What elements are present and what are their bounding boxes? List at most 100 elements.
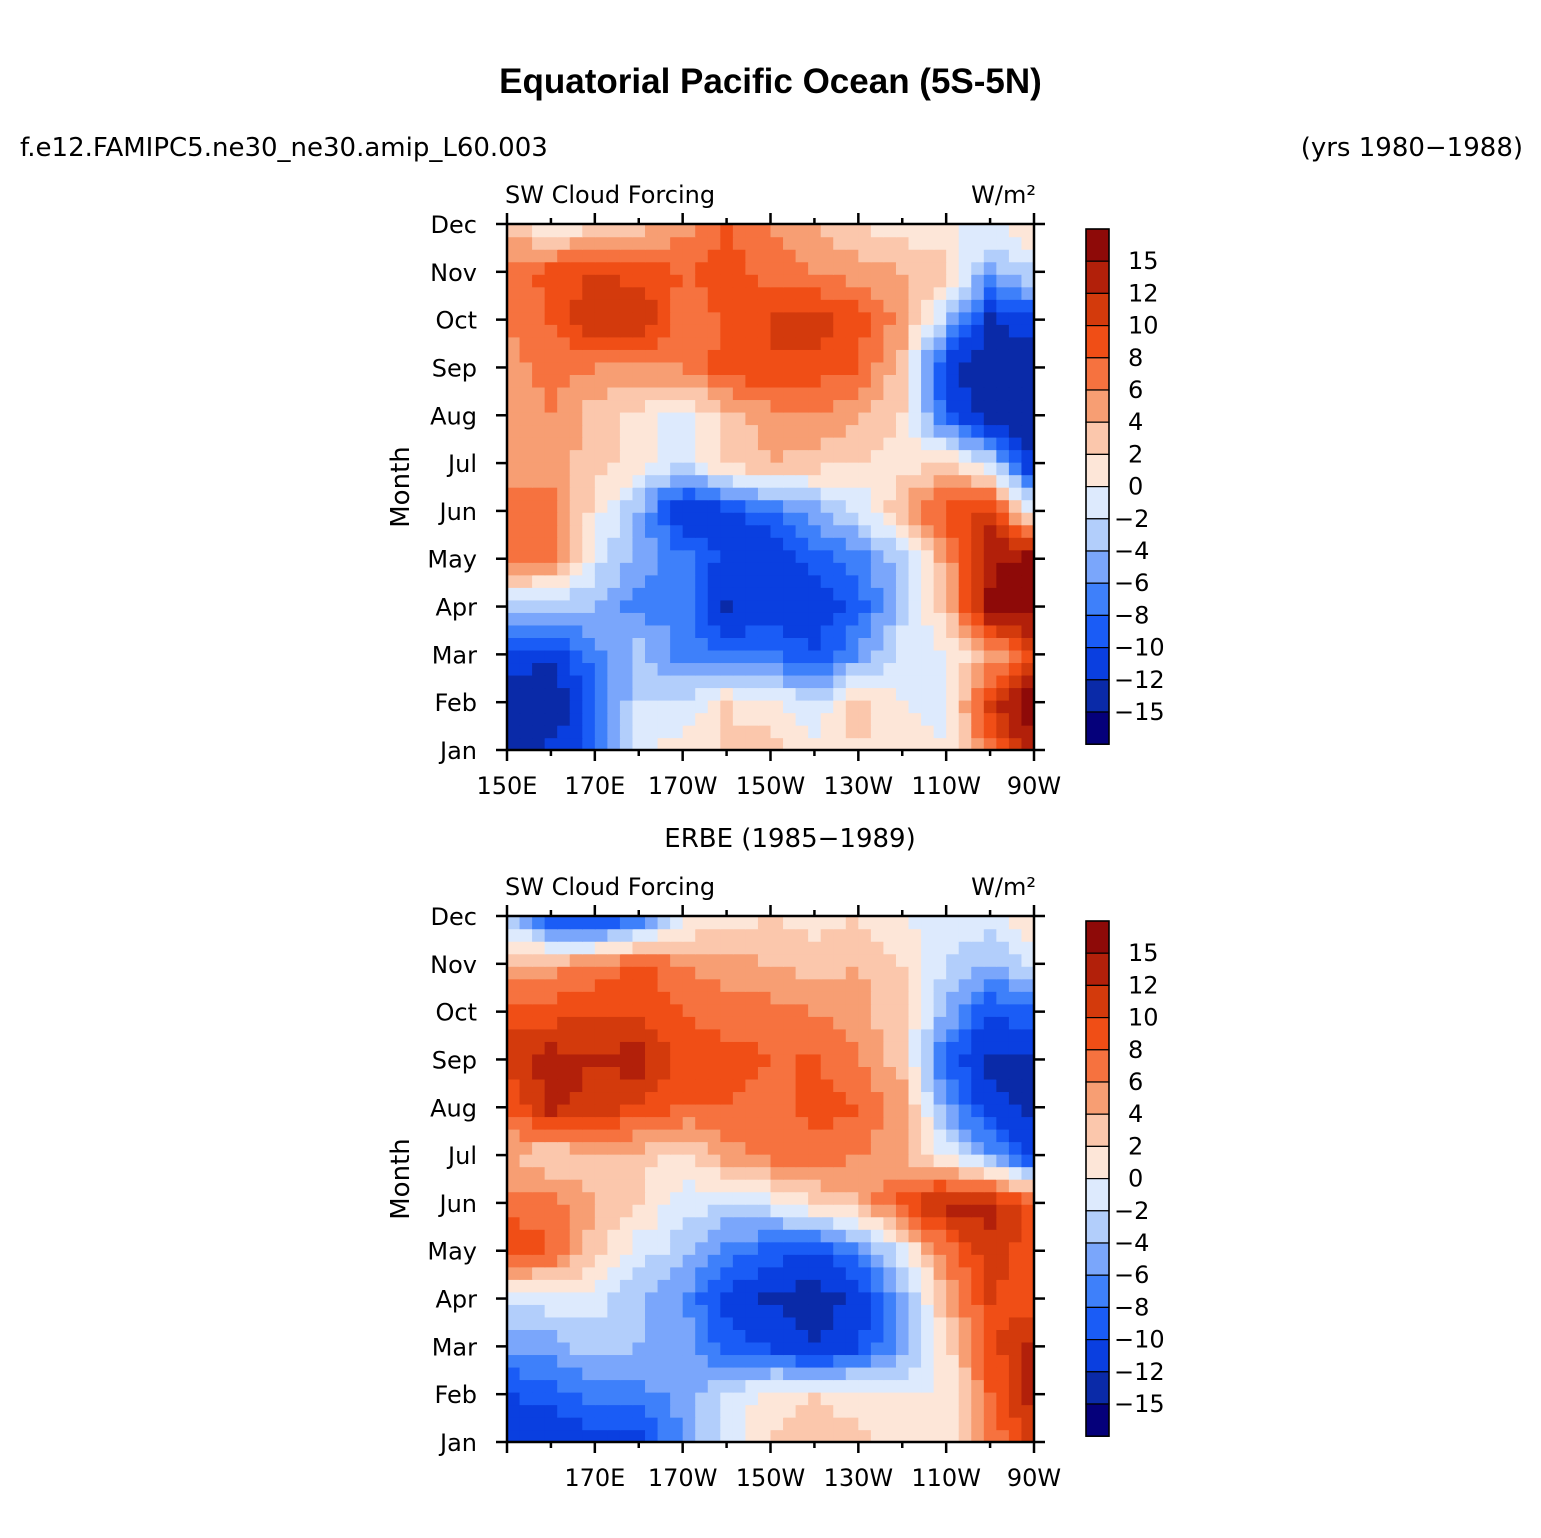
heatmap-cell bbox=[808, 1028, 822, 1042]
heatmap-cell bbox=[946, 1404, 960, 1418]
heatmap-cell bbox=[958, 1379, 972, 1393]
heatmap-cell bbox=[783, 1191, 797, 1205]
heatmap-cell bbox=[858, 978, 872, 992]
heatmap-cell bbox=[895, 1341, 910, 1356]
heatmap-cell bbox=[695, 1391, 709, 1406]
heatmap-cell bbox=[732, 411, 747, 426]
heatmap-cell bbox=[958, 1166, 972, 1180]
heatmap-cell bbox=[820, 1291, 834, 1305]
heatmap-cell bbox=[808, 991, 822, 1005]
heatmap-cell bbox=[757, 512, 772, 526]
heatmap-cell bbox=[757, 612, 772, 626]
heatmap-cell bbox=[707, 941, 722, 955]
heatmap-cell bbox=[858, 1091, 872, 1105]
heatmap-cell bbox=[808, 449, 822, 463]
heatmap-cell bbox=[883, 1241, 897, 1255]
heatmap-cell bbox=[682, 499, 696, 513]
heatmap-cell bbox=[983, 941, 998, 955]
heatmap-cell bbox=[946, 1304, 960, 1318]
heatmap-cell bbox=[933, 1053, 947, 1067]
heatmap-cell bbox=[845, 1141, 860, 1155]
heatmap-cell bbox=[670, 562, 684, 576]
heatmap-cell bbox=[783, 599, 797, 613]
heatmap-cell bbox=[921, 236, 935, 250]
heatmap-cell bbox=[908, 311, 922, 325]
heatmap-cell bbox=[707, 587, 722, 601]
heatmap-cell bbox=[870, 687, 885, 701]
heatmap-cell bbox=[532, 1003, 546, 1017]
heatmap-cell bbox=[795, 1316, 809, 1330]
heatmap-cell bbox=[632, 1229, 646, 1243]
heatmap-cell bbox=[695, 599, 709, 613]
heatmap-cell bbox=[682, 1416, 696, 1431]
heatmap-cell bbox=[883, 1354, 897, 1368]
heatmap-cell bbox=[921, 1003, 935, 1017]
heatmap-cell bbox=[971, 549, 985, 563]
heatmap-cell bbox=[507, 687, 521, 701]
heatmap-cell bbox=[958, 1091, 972, 1105]
heatmap-cell bbox=[569, 649, 583, 664]
heatmap-cell bbox=[946, 474, 960, 488]
heatmap-cell bbox=[519, 224, 533, 238]
heatmap-cell bbox=[682, 1116, 696, 1130]
heatmap-cell bbox=[507, 274, 521, 288]
heatmap-cell bbox=[582, 1216, 596, 1230]
heatmap-cell bbox=[808, 324, 822, 338]
heatmap-cell bbox=[645, 336, 659, 350]
heatmap-cell bbox=[657, 599, 671, 613]
heatmap-cell bbox=[946, 224, 960, 238]
heatmap-cell bbox=[695, 1016, 709, 1030]
heatmap-cell bbox=[1008, 411, 1023, 426]
heatmap-cell bbox=[770, 399, 784, 413]
heatmap-cell bbox=[996, 1179, 1010, 1193]
heatmap-cell bbox=[996, 299, 1010, 313]
heatmap-cell bbox=[682, 941, 696, 955]
y-tick-label: Oct bbox=[436, 307, 478, 335]
heatmap-cell bbox=[996, 1379, 1010, 1393]
heatmap-cell bbox=[707, 1304, 722, 1318]
heatmap-cell bbox=[519, 336, 533, 350]
heatmap-cell bbox=[569, 487, 583, 501]
heatmap-cell bbox=[557, 374, 571, 388]
heatmap-cell bbox=[582, 612, 596, 626]
heatmap-cell bbox=[607, 1241, 621, 1255]
heatmap-cell bbox=[858, 1078, 872, 1093]
heatmap-cell bbox=[632, 1204, 646, 1218]
heatmap-cell bbox=[757, 562, 772, 576]
heatmap-cell bbox=[594, 349, 609, 363]
heatmap-cell bbox=[707, 537, 722, 551]
heatmap-cell bbox=[1008, 1304, 1023, 1318]
heatmap-cell bbox=[519, 624, 533, 638]
heatmap-cell bbox=[908, 1078, 922, 1093]
heatmap-cell bbox=[695, 349, 709, 363]
heatmap-cell bbox=[845, 336, 860, 350]
heatmap-cell bbox=[883, 1416, 897, 1431]
heatmap-cell bbox=[845, 324, 860, 338]
heatmap-cell bbox=[783, 224, 797, 238]
heatmap-cell bbox=[858, 562, 872, 576]
heatmap-cell bbox=[921, 361, 935, 375]
heatmap-cell bbox=[594, 1266, 609, 1280]
heatmap-cell bbox=[933, 587, 947, 601]
heatmap-cell bbox=[946, 1366, 960, 1381]
heatmap-cell bbox=[883, 649, 897, 664]
heatmap-cell bbox=[833, 499, 847, 513]
heatmap-cell bbox=[594, 411, 609, 426]
heatmap-cell bbox=[808, 361, 822, 375]
colorbar-label: 15 bbox=[1128, 247, 1159, 275]
heatmap-cell bbox=[933, 1016, 947, 1030]
heatmap-cell bbox=[783, 424, 797, 438]
heatmap-cell bbox=[582, 978, 596, 992]
colorbar-label: 6 bbox=[1128, 376, 1143, 404]
heatmap-cell bbox=[933, 549, 947, 563]
heatmap-cell bbox=[645, 724, 659, 739]
heatmap-cell bbox=[569, 1416, 583, 1431]
heatmap-cell bbox=[833, 1379, 847, 1393]
heatmap-cell bbox=[783, 674, 797, 689]
heatmap-cell bbox=[958, 1179, 972, 1193]
heatmap-cell bbox=[946, 662, 960, 676]
heatmap-cell bbox=[707, 399, 722, 413]
heatmap-cell bbox=[557, 1391, 571, 1406]
heatmap-cell bbox=[895, 1241, 910, 1255]
y-tick-label: Feb bbox=[435, 689, 478, 717]
